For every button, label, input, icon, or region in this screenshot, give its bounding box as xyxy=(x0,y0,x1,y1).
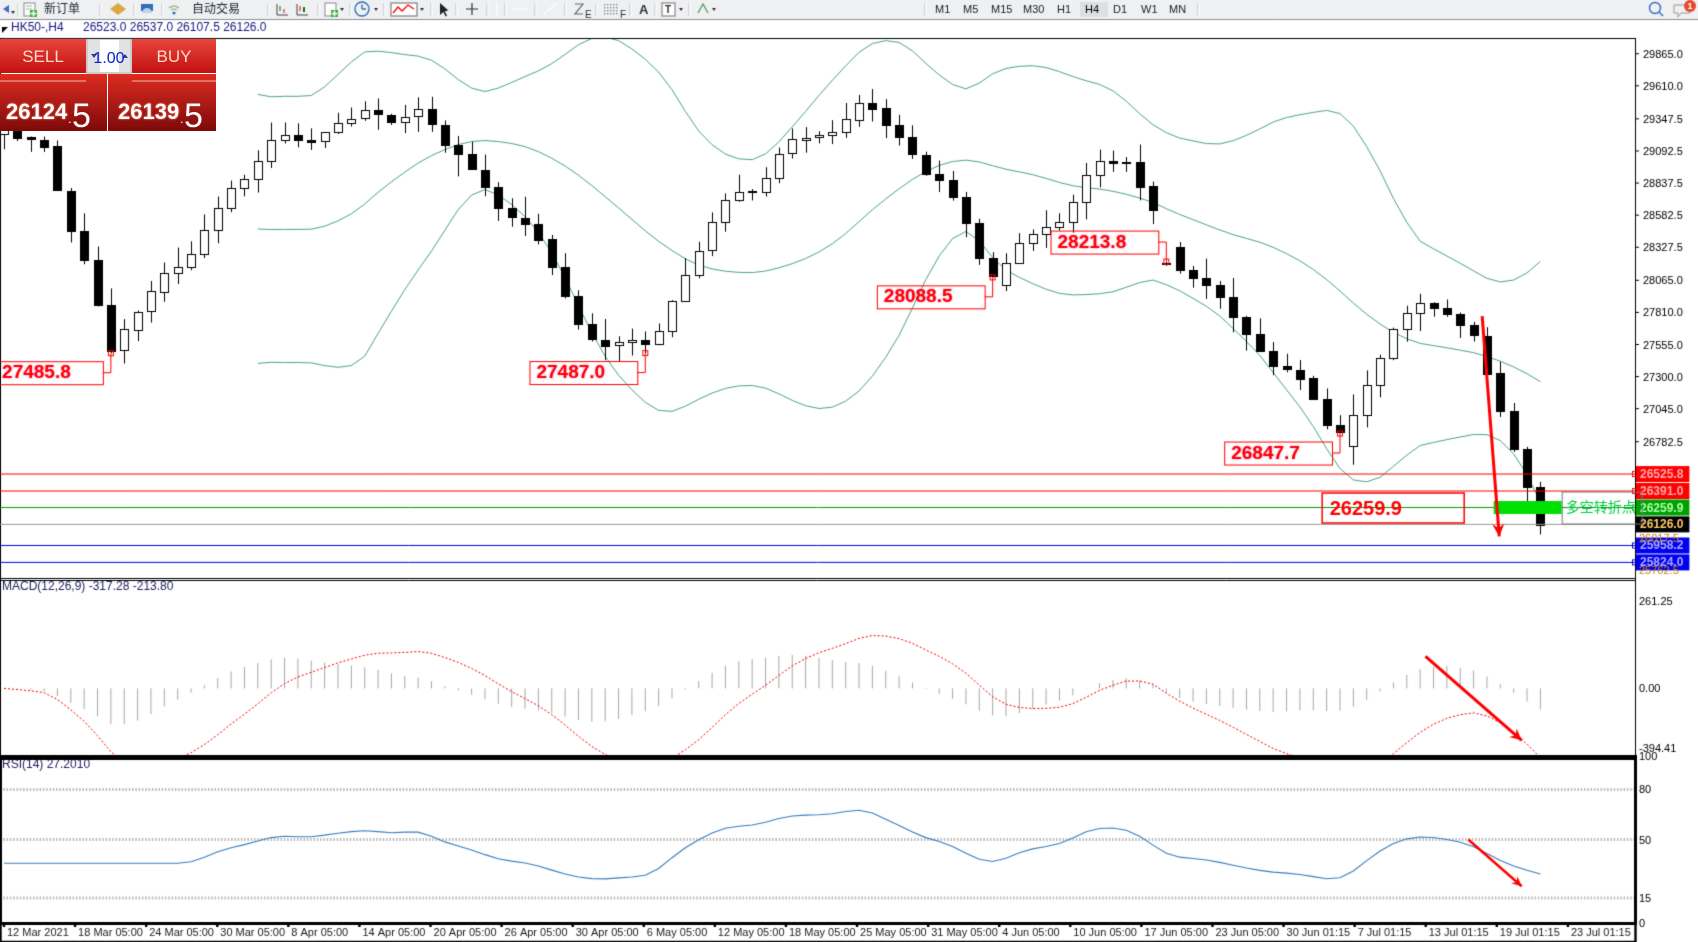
svg-text:SELL: SELL xyxy=(22,47,64,66)
svg-text:26124: 26124 xyxy=(6,99,68,124)
svg-text:BUY: BUY xyxy=(157,47,192,66)
svg-text:1.00: 1.00 xyxy=(93,50,124,67)
svg-text:5: 5 xyxy=(184,97,203,131)
svg-text:26139: 26139 xyxy=(118,99,179,124)
svg-text:5: 5 xyxy=(72,97,91,131)
